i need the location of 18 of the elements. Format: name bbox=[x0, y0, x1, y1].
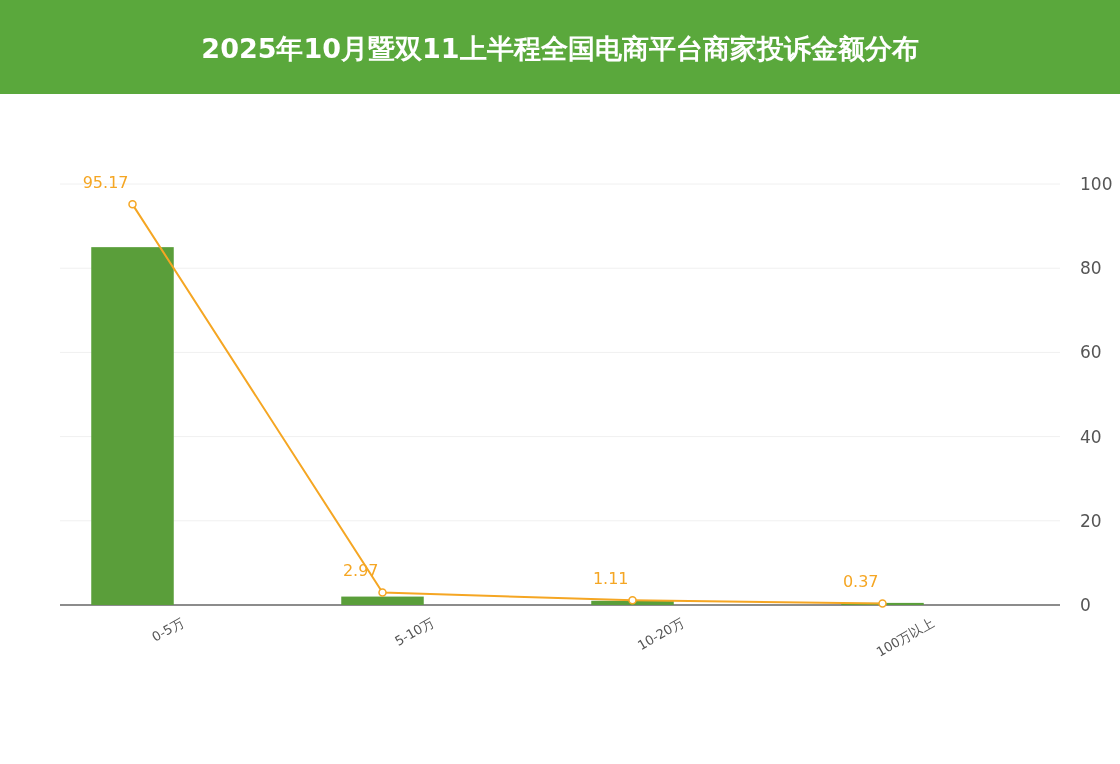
point bbox=[378, 588, 387, 597]
point bbox=[628, 596, 637, 605]
y-tick-label: 0 bbox=[1080, 595, 1091, 615]
point bbox=[128, 200, 137, 209]
y-tick-label: 100 bbox=[1080, 174, 1113, 194]
y-tick-label: 80 bbox=[1080, 258, 1102, 279]
data-label: 95.17 bbox=[82, 173, 129, 193]
point bbox=[878, 599, 887, 608]
data-label: 1.11 bbox=[592, 569, 629, 589]
chart-title: 2025年10月暨双11上半程全国电商平台商家投诉金额分布 bbox=[201, 33, 919, 64]
x-tick-label: 0-5万 bbox=[149, 614, 187, 645]
y-tick-label: 20 bbox=[1080, 510, 1102, 531]
bar bbox=[91, 247, 174, 605]
x-tick-label: 100万以上 bbox=[873, 614, 937, 660]
data-label: 0.37 bbox=[842, 572, 879, 592]
y-tick-label: 40 bbox=[1080, 426, 1102, 447]
y-tick-label: 60 bbox=[1080, 342, 1102, 363]
bar bbox=[341, 596, 424, 605]
